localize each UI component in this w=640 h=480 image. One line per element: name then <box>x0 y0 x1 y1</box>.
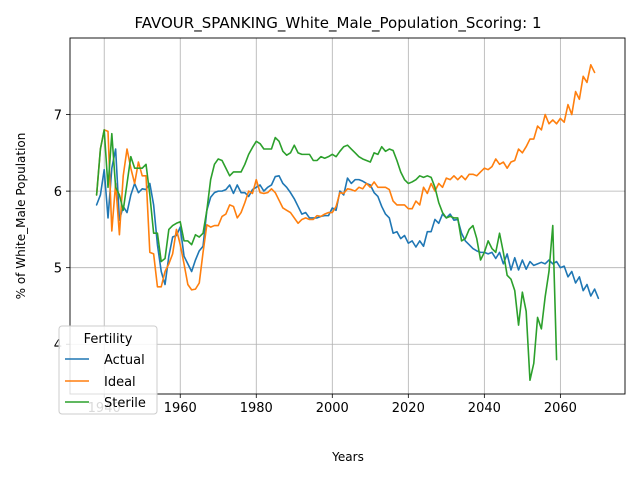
legend-label-sterile: Sterile <box>104 396 146 411</box>
y-axis-label: % of White_Male Population <box>14 133 28 300</box>
y-tick-label: 7 <box>54 109 62 124</box>
legend-box <box>58 325 158 415</box>
x-tick-label: 1980 <box>240 401 273 416</box>
x-tick-label: 2040 <box>468 401 501 416</box>
grid <box>70 38 625 394</box>
series-line-actual <box>95 148 600 300</box>
x-tick-label: 2060 <box>544 401 577 416</box>
y-tick-label: 6 <box>54 185 62 200</box>
y-tick-label: 5 <box>54 262 62 277</box>
series-lines <box>95 64 600 382</box>
legend-label-ideal: Ideal <box>104 375 136 390</box>
chart-title: FAVOUR_SPANKING_White_Male_Population_Sc… <box>134 14 541 33</box>
x-tick-label: 2020 <box>392 401 425 416</box>
legend-label-actual: Actual <box>104 353 145 368</box>
legend-title: Fertility <box>84 332 133 347</box>
plot-frame <box>69 37 626 395</box>
x-tick-label: 1960 <box>164 401 197 416</box>
series-line-sterile <box>95 129 558 382</box>
legend: Fertility Actual Ideal Sterile <box>58 325 158 415</box>
y-tick-label: 4 <box>54 338 62 353</box>
series-line-ideal <box>95 64 596 291</box>
x-axis-label: Years <box>331 450 364 464</box>
x-tick-label: 2000 <box>316 401 349 416</box>
